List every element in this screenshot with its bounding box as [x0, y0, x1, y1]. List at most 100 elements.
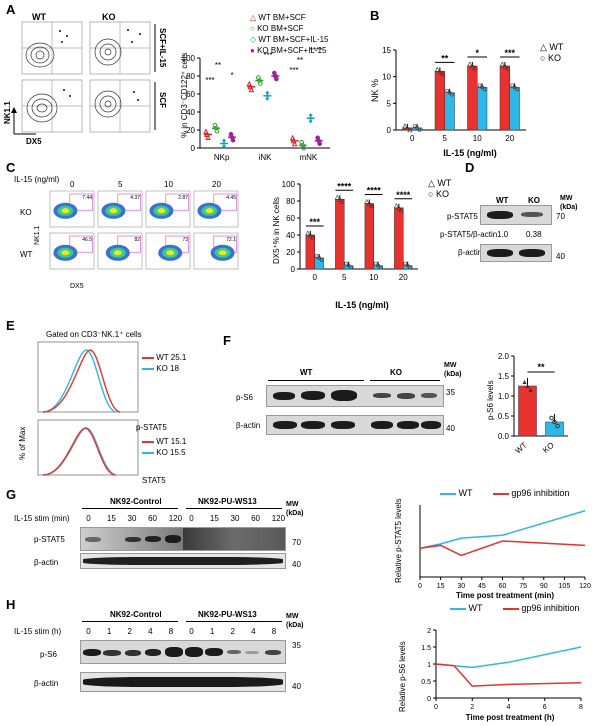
data-point: [447, 90, 452, 95]
y-tick-label: 20: [186, 126, 195, 135]
data-point: [396, 205, 402, 211]
y-tick-label: 60: [186, 90, 195, 99]
blot-d-mw-40: 40: [556, 252, 565, 261]
legend-item: WT: [440, 488, 472, 498]
chart-h-ylabel: Relative p-S6 levels: [398, 641, 407, 712]
blot-h-bactin: [80, 672, 286, 692]
data-point: [248, 86, 255, 93]
blot-f-wt-bar: [268, 380, 364, 381]
y-tick-label: 40: [186, 108, 195, 117]
timepoint-label: 2: [127, 627, 132, 636]
x-tick-label: 20: [399, 273, 408, 282]
data-point: [393, 203, 399, 209]
blot-h-group-control: NK92-Control: [110, 610, 162, 619]
density-cloud: [61, 250, 70, 256]
bar: [394, 207, 404, 270]
histogram-frame: [37, 341, 139, 413]
significance-mark: ****: [337, 181, 352, 191]
flow-x-axis-dx5: DX5: [26, 137, 42, 146]
x-tick-label: 4: [507, 704, 511, 711]
blot-d-row-pstat5: p-STAT5: [447, 212, 478, 221]
gate-percentage: 4.45: [226, 195, 236, 201]
data-point: [525, 384, 530, 388]
y-tick-label: 0.0: [498, 432, 510, 441]
dose-label: 0: [70, 180, 75, 189]
data-point: [337, 196, 343, 202]
significance-mark: ***: [309, 217, 320, 227]
data-point: [467, 61, 473, 67]
data-point: [482, 87, 487, 92]
x-tick-label: 20: [505, 134, 514, 143]
density-cloud: [109, 208, 118, 214]
significance-mark: **: [441, 53, 449, 63]
blot-f-col-ko: KO: [390, 368, 402, 377]
blot-h-mw-40: 40: [292, 682, 301, 691]
blot-h-row-ps6: p-S6: [40, 650, 57, 659]
data-point: [502, 63, 508, 69]
data-point: [364, 198, 370, 204]
data-point: [378, 265, 383, 270]
data-point: [369, 202, 375, 208]
blot-h-mw-35: 35: [292, 641, 301, 650]
flow-plot: [145, 232, 191, 270]
blot-g-mw-70: 70: [292, 538, 301, 547]
data-point: [398, 207, 404, 213]
bar: [305, 234, 316, 270]
legend-item: ● KO BM+SCF+IL-15: [250, 46, 327, 55]
y-tick-label: 0.5: [421, 679, 431, 686]
data-point: [549, 415, 554, 421]
x-tick-label: iNK: [259, 153, 273, 162]
legend-item: gp96 inhibition: [502, 603, 579, 613]
data-point: [445, 88, 449, 93]
blot-f-col-wt: WT: [300, 368, 313, 377]
blot-f-mw: MW (kDa): [444, 362, 462, 378]
gate: [69, 235, 93, 253]
y-tick-label: 0: [191, 144, 196, 153]
blot-f-bactin: [266, 415, 444, 435]
timepoint-label: 0: [86, 627, 91, 636]
chart-f-ylabel: p-S6 levels: [486, 380, 495, 420]
timepoint-label: 60: [148, 514, 157, 523]
timepoint-label: 30: [230, 514, 240, 523]
panel-letter-c: C: [6, 160, 16, 175]
blot-g-bactin: [80, 553, 286, 569]
data-point: [373, 261, 378, 266]
data-point: [291, 140, 298, 147]
legend-item: ◇ WT BM+SCF+IL-15: [250, 35, 329, 44]
data-point: [376, 263, 380, 268]
bar: [434, 71, 445, 131]
chart-g-ylabel: Relative p-STAT5 levels: [394, 498, 403, 583]
gate-percentage: 46.5: [82, 237, 92, 243]
blot-f-mw-40: 40: [446, 424, 455, 433]
data-point: [305, 230, 311, 236]
flow-density-plots-a: [11, 21, 156, 135]
y-tick-label: 1.5: [421, 645, 431, 652]
chart-h: 0 0.5 1 1.5 2 0 2 4 6 8: [421, 628, 583, 711]
data-point: [415, 126, 419, 130]
blot-h-timepoints: 0 1 2 4 8 0 1 2 4 8: [80, 627, 286, 639]
data-point: [499, 61, 505, 67]
x-tick-label: 30: [457, 583, 465, 590]
bar: [509, 87, 520, 131]
legend-item: △ WT BM+SCF: [250, 13, 306, 22]
chart-g-xlabel: Time post treatment (min): [455, 591, 555, 600]
panel-letter-f: F: [223, 333, 231, 348]
bar: [335, 199, 345, 270]
chart-c-legend: △ WT ○ KO: [428, 178, 451, 200]
data-point: [450, 92, 454, 97]
flow-c-y-axis: NK1.1: [34, 225, 41, 245]
significance-mark: ****: [310, 46, 322, 55]
data-point: [222, 141, 226, 146]
x-tick-label: 10: [369, 273, 378, 282]
chart-b-xlabel: IL-15 (ng/ml): [443, 148, 497, 158]
x-tick-label: 0: [313, 273, 318, 282]
bar: [477, 87, 488, 131]
data-point: [408, 265, 412, 270]
y-tick-label: 1.0: [498, 392, 510, 401]
blot-d-bactin: [480, 244, 552, 262]
data-point: [437, 68, 443, 74]
data-point: [512, 85, 517, 90]
timepoint-label: 2: [230, 627, 235, 636]
gate-percentage: 7.44: [82, 195, 92, 201]
blot-g-row-pstat5: p-STAT5: [34, 535, 65, 544]
